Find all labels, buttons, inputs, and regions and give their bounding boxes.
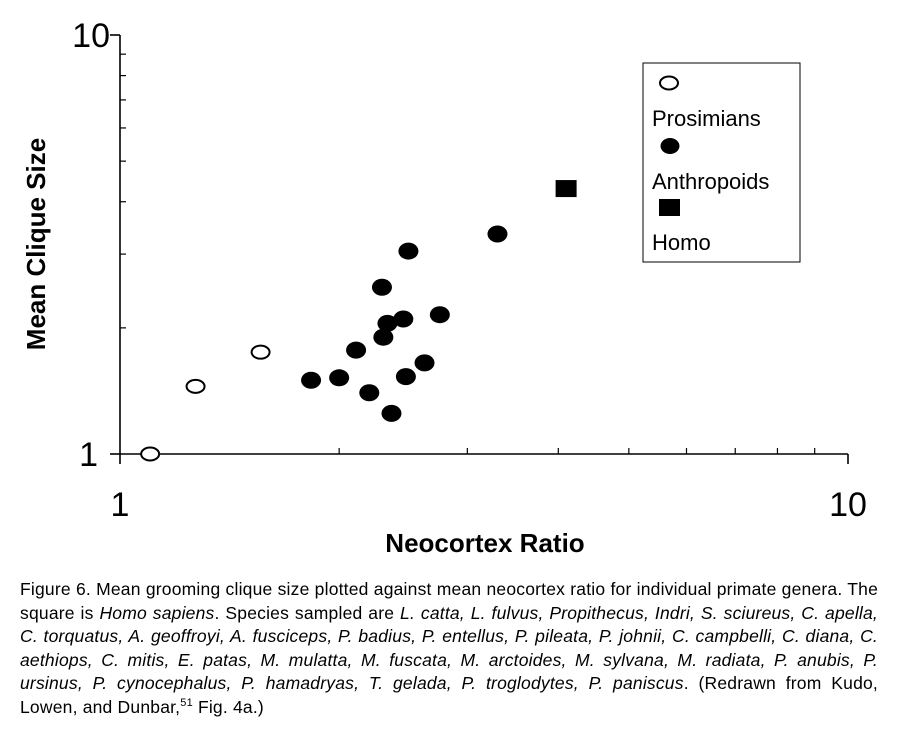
data-point-anthropoids: [487, 225, 508, 243]
data-point-anthropoids: [346, 341, 367, 359]
caption-species-intro: . Species sampled are: [214, 602, 401, 623]
x-axis-title: Neocortex Ratio: [385, 528, 584, 558]
axis-tick-labels: 10 1 1 10: [72, 17, 867, 524]
data-point-prosimians: [140, 446, 161, 462]
x-tick-label-left: 1: [111, 486, 130, 524]
x-tick-label-right: 10: [829, 486, 867, 524]
caption-reference-number: 51: [180, 697, 193, 710]
y-axis-title: Mean Clique Size: [21, 138, 51, 350]
legend-label-homo: Homo: [652, 230, 711, 255]
data-point-homo: [555, 180, 577, 198]
legend: Prosimians Anthropoids Homo: [642, 62, 801, 263]
legend-label-prosimians: Prosimians: [652, 106, 761, 131]
data-point-prosimians: [185, 378, 206, 394]
data-point-anthropoids: [398, 242, 419, 260]
scatter-chart: 10 1 1 10 Neocortex Ratio Mean Clique Si…: [21, 17, 867, 558]
data-point-anthropoids: [377, 314, 398, 332]
legend-marker-homo: [659, 199, 680, 216]
data-point-anthropoids: [381, 404, 402, 422]
caption-homo-sapiens: Homo sapiens: [99, 602, 215, 623]
data-point-anthropoids: [393, 310, 414, 328]
legend-label-anthropoids: Anthropoids: [652, 169, 769, 194]
data-point-anthropoids: [301, 371, 322, 389]
y-tick-label-bottom: 1: [79, 436, 98, 474]
chart-axes: [119, 35, 848, 455]
data-point-anthropoids: [395, 368, 416, 386]
legend-marker-anthropoids: [660, 138, 680, 154]
y-tick-label-top: 10: [72, 17, 110, 55]
caption-source-suffix: Fig. 4a.): [192, 696, 264, 717]
data-point-anthropoids: [414, 354, 435, 372]
data-points: [140, 180, 577, 462]
caption-lead: Figure 6. Mean grooming clique size plot…: [20, 579, 878, 623]
data-point-anthropoids: [373, 328, 394, 346]
caption-source-prefix: . (Redrawn from Kudo, Lowen, and Dunbar,: [20, 673, 878, 717]
data-point-anthropoids: [359, 384, 380, 402]
axis-ticks: [110, 34, 849, 464]
data-point-anthropoids: [329, 369, 350, 387]
data-point-prosimians: [250, 344, 271, 360]
legend-marker-prosimians: [659, 75, 679, 91]
legend-box: [642, 62, 801, 263]
data-point-anthropoids: [371, 278, 392, 296]
figure-caption: Figure 6. Mean grooming clique size plot…: [20, 578, 878, 720]
data-point-anthropoids: [429, 306, 450, 324]
caption-species-list: L. catta, L. fulvus, Propithecus, Indri,…: [20, 602, 878, 694]
